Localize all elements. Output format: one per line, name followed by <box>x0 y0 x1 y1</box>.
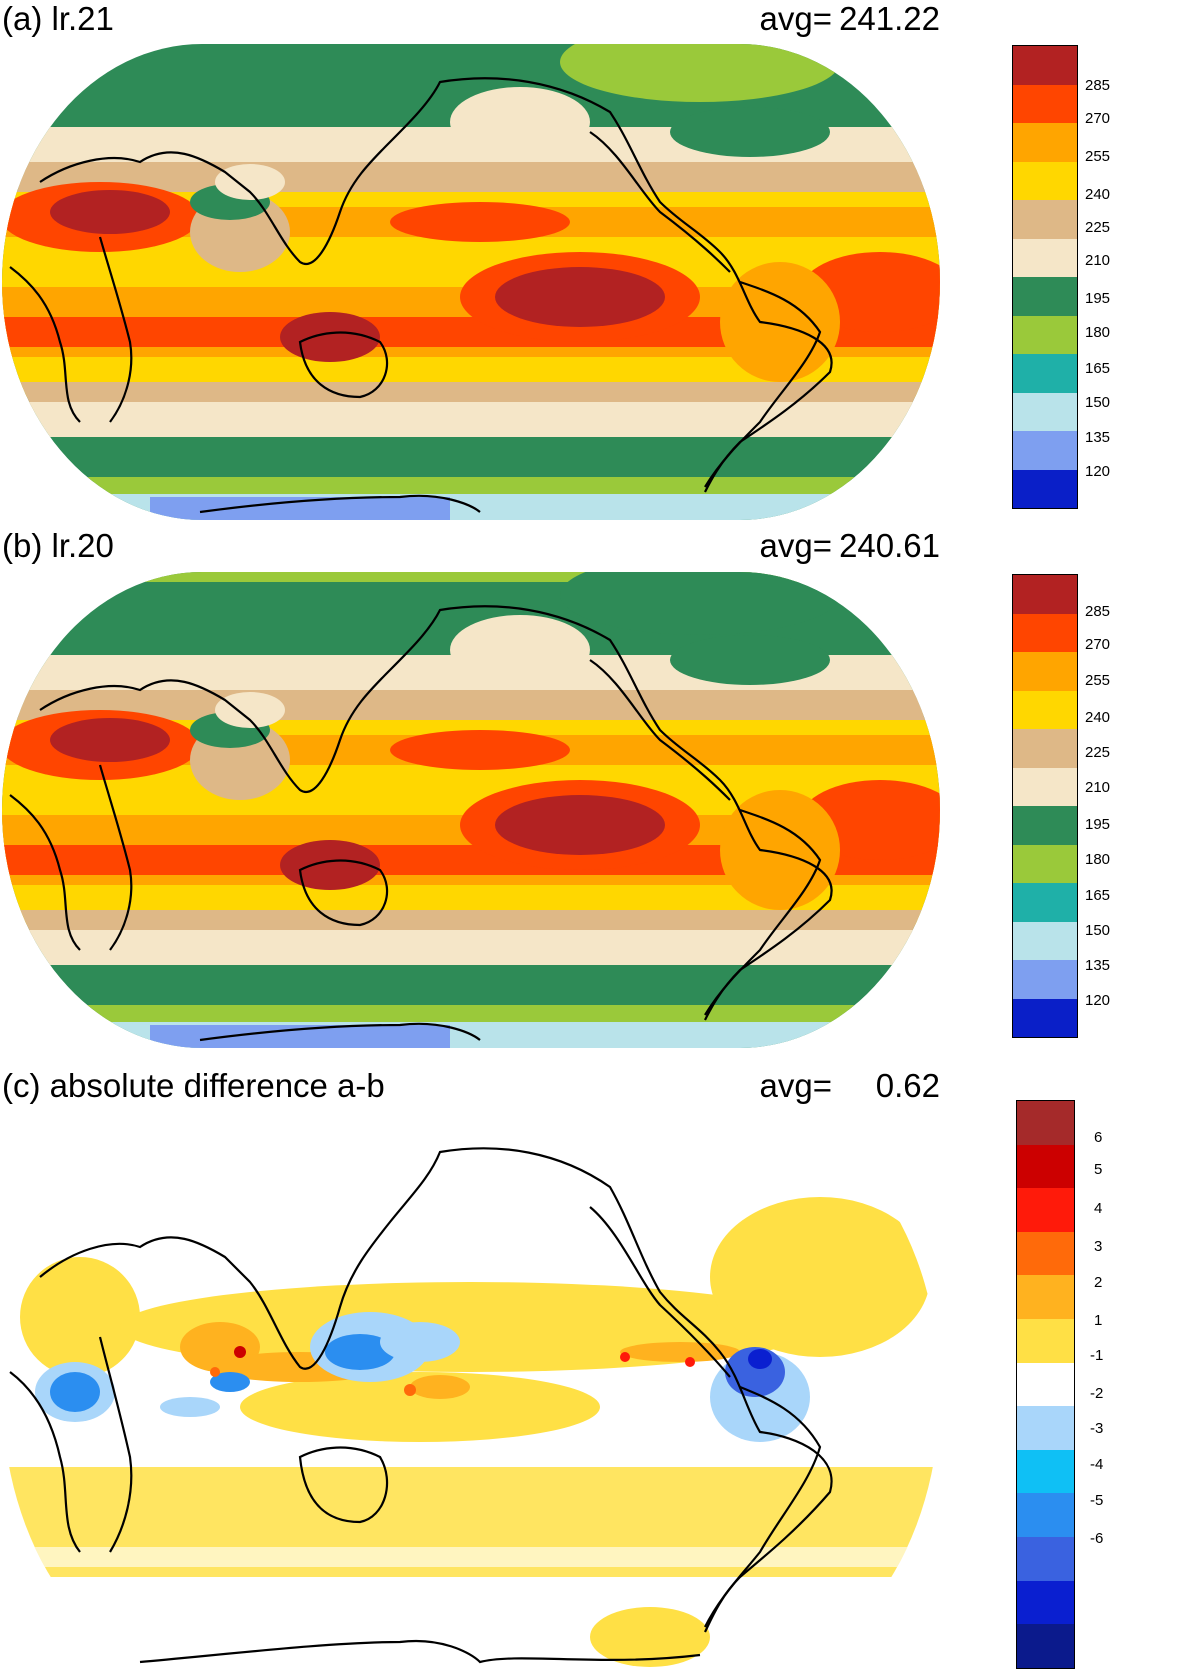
panel-a-tick: 150 <box>1085 394 1111 411</box>
panel-a-colorbar-swatch <box>1013 392 1077 431</box>
panel-b-tick: 240 <box>1085 709 1111 726</box>
panel-b-tick: 210 <box>1085 779 1111 796</box>
panel-c-colorbar-swatch <box>1017 1275 1074 1319</box>
panel-b-colorbar-swatch <box>1013 729 1077 768</box>
panel-a-colorbar-swatch <box>1013 84 1077 123</box>
panel-a: (a) lr.21 avg= 241.22 <box>0 0 1188 530</box>
panel-a-avg-label: avg= <box>759 0 832 37</box>
panel-c-avg: avg= 0.62 <box>760 1067 940 1105</box>
panel-a-avg-value: 241.22 <box>839 0 940 37</box>
panel-c-colorbar-swatch <box>1017 1319 1074 1363</box>
panel-b-colorbar-swatch <box>1013 921 1077 960</box>
panel-c-tick: 1 <box>1094 1312 1103 1329</box>
panel-c: (c) absolute difference a-b avg= 0.62 <box>0 1067 1188 1677</box>
panel-b-map <box>2 572 940 1048</box>
panel-a-colorbar-swatch <box>1013 315 1077 354</box>
panel-c-tick: -4 <box>1090 1456 1104 1473</box>
panel-b-colorbar-swatch <box>1013 690 1077 729</box>
panel-a-colorbar <box>1012 45 1078 509</box>
panel-b-tick: 165 <box>1085 887 1111 904</box>
panel-a-colorbar-swatch <box>1013 200 1077 239</box>
panel-a-tick: 120 <box>1085 463 1111 480</box>
panel-c-colorbar-swatch <box>1017 1406 1074 1450</box>
panel-b-colorbar <box>1012 574 1078 1038</box>
panel-c-avg-value: 0.62 <box>875 1067 940 1104</box>
panel-c-tick: -3 <box>1090 1420 1104 1437</box>
panel-b-avg-value: 240.61 <box>839 527 940 564</box>
panel-a-colorbar-swatch <box>1013 431 1077 470</box>
panel-b-colorbar-swatch <box>1013 998 1077 1037</box>
panel-b-tick: 270 <box>1085 636 1111 653</box>
panel-b-colorbar-swatch <box>1013 844 1077 883</box>
panel-b-title: (b) lr.20 <box>2 527 114 564</box>
panel-c-colorbar-swatch <box>1017 1624 1074 1668</box>
panel-a-colorbar-swatch <box>1013 354 1077 393</box>
panel-c-colorbar <box>1016 1100 1075 1669</box>
panel-a-tick: 165 <box>1085 360 1111 377</box>
panel-b-tick: 120 <box>1085 992 1111 1009</box>
panel-c-colorbar-swatch <box>1017 1231 1074 1276</box>
panel-c-tick: -1 <box>1090 1347 1104 1364</box>
panel-b-colorbar-swatch <box>1013 883 1077 922</box>
panel-a-tick: 210 <box>1085 252 1111 269</box>
panel-c-tick: 6 <box>1094 1129 1103 1146</box>
panel-a-colorbar-swatch <box>1013 238 1077 277</box>
panel-b-tick: 255 <box>1085 672 1111 689</box>
panel-c-tick: 4 <box>1094 1200 1103 1217</box>
panel-c-tick: 5 <box>1094 1161 1103 1178</box>
panel-b-colorbar-swatch <box>1013 613 1077 652</box>
panel-a-title: (a) lr.21 <box>2 0 114 37</box>
panel-a-tick: 180 <box>1085 324 1111 341</box>
panel-c-colorbar-swatch <box>1017 1188 1074 1232</box>
panel-a-map <box>2 44 940 520</box>
panel-c-tick: 2 <box>1094 1274 1103 1291</box>
panel-c-title: (c) absolute difference a-b <box>2 1067 385 1104</box>
panel-b-tick: 150 <box>1085 922 1111 939</box>
panel-a-tick: 135 <box>1085 429 1111 446</box>
panel-b-avg: avg= 240.61 <box>760 527 940 565</box>
panel-a-tick: 225 <box>1085 219 1111 236</box>
panel-a-avg: avg= 241.22 <box>760 0 940 38</box>
panel-c-colorbar-swatch <box>1017 1537 1074 1581</box>
panel-b-tick: 285 <box>1085 603 1111 620</box>
panel-b-colorbar-swatch <box>1013 806 1077 845</box>
panel-a-tick: 195 <box>1085 290 1111 307</box>
panel-c-colorbar-swatch <box>1017 1449 1074 1494</box>
panel-c-tick: 3 <box>1094 1238 1103 1255</box>
panel-b-colorbar-swatch <box>1013 767 1077 806</box>
panel-b-colorbar-swatch <box>1013 960 1077 999</box>
panel-a-colorbar-swatch <box>1013 469 1077 508</box>
panel-a-tick: 270 <box>1085 110 1111 127</box>
panel-b-colorbar-swatch <box>1013 652 1077 691</box>
panel-a-tick: 285 <box>1085 77 1111 94</box>
panel-a-colorbar-swatch <box>1013 161 1077 200</box>
panel-a-colorbar-swatch <box>1013 277 1077 316</box>
panel-c-avg-label: avg= <box>759 1067 832 1104</box>
panel-b: (b) lr.20 avg= 240.61 <box>0 527 1188 1067</box>
panel-a-coastlines <box>9 77 833 514</box>
panel-c-colorbar-swatch <box>1017 1101 1074 1145</box>
panel-c-map <box>2 1109 940 1675</box>
panel-b-tick: 195 <box>1085 816 1111 833</box>
panel-a-colorbar-swatch <box>1013 46 1077 85</box>
panel-c-colorbar-swatch <box>1017 1362 1074 1407</box>
panel-c-tick: -5 <box>1090 1492 1104 1509</box>
panel-b-avg-label: avg= <box>759 527 832 564</box>
panel-c-tick: -6 <box>1090 1530 1104 1547</box>
panel-c-colorbar-swatch <box>1017 1580 1074 1625</box>
panel-a-tick: 255 <box>1085 148 1111 165</box>
panel-b-tick: 225 <box>1085 744 1111 761</box>
panel-b-tick: 180 <box>1085 851 1111 868</box>
panel-c-coastlines <box>9 1147 833 1664</box>
panel-b-tick: 135 <box>1085 957 1111 974</box>
panel-b-coastlines <box>9 605 833 1042</box>
panel-a-colorbar-swatch <box>1013 123 1077 162</box>
panel-c-tick: -2 <box>1090 1385 1104 1402</box>
panel-b-colorbar-swatch <box>1013 575 1077 614</box>
panel-a-tick: 240 <box>1085 186 1111 203</box>
panel-c-colorbar-swatch <box>1017 1144 1074 1189</box>
panel-c-colorbar-swatch <box>1017 1493 1074 1537</box>
